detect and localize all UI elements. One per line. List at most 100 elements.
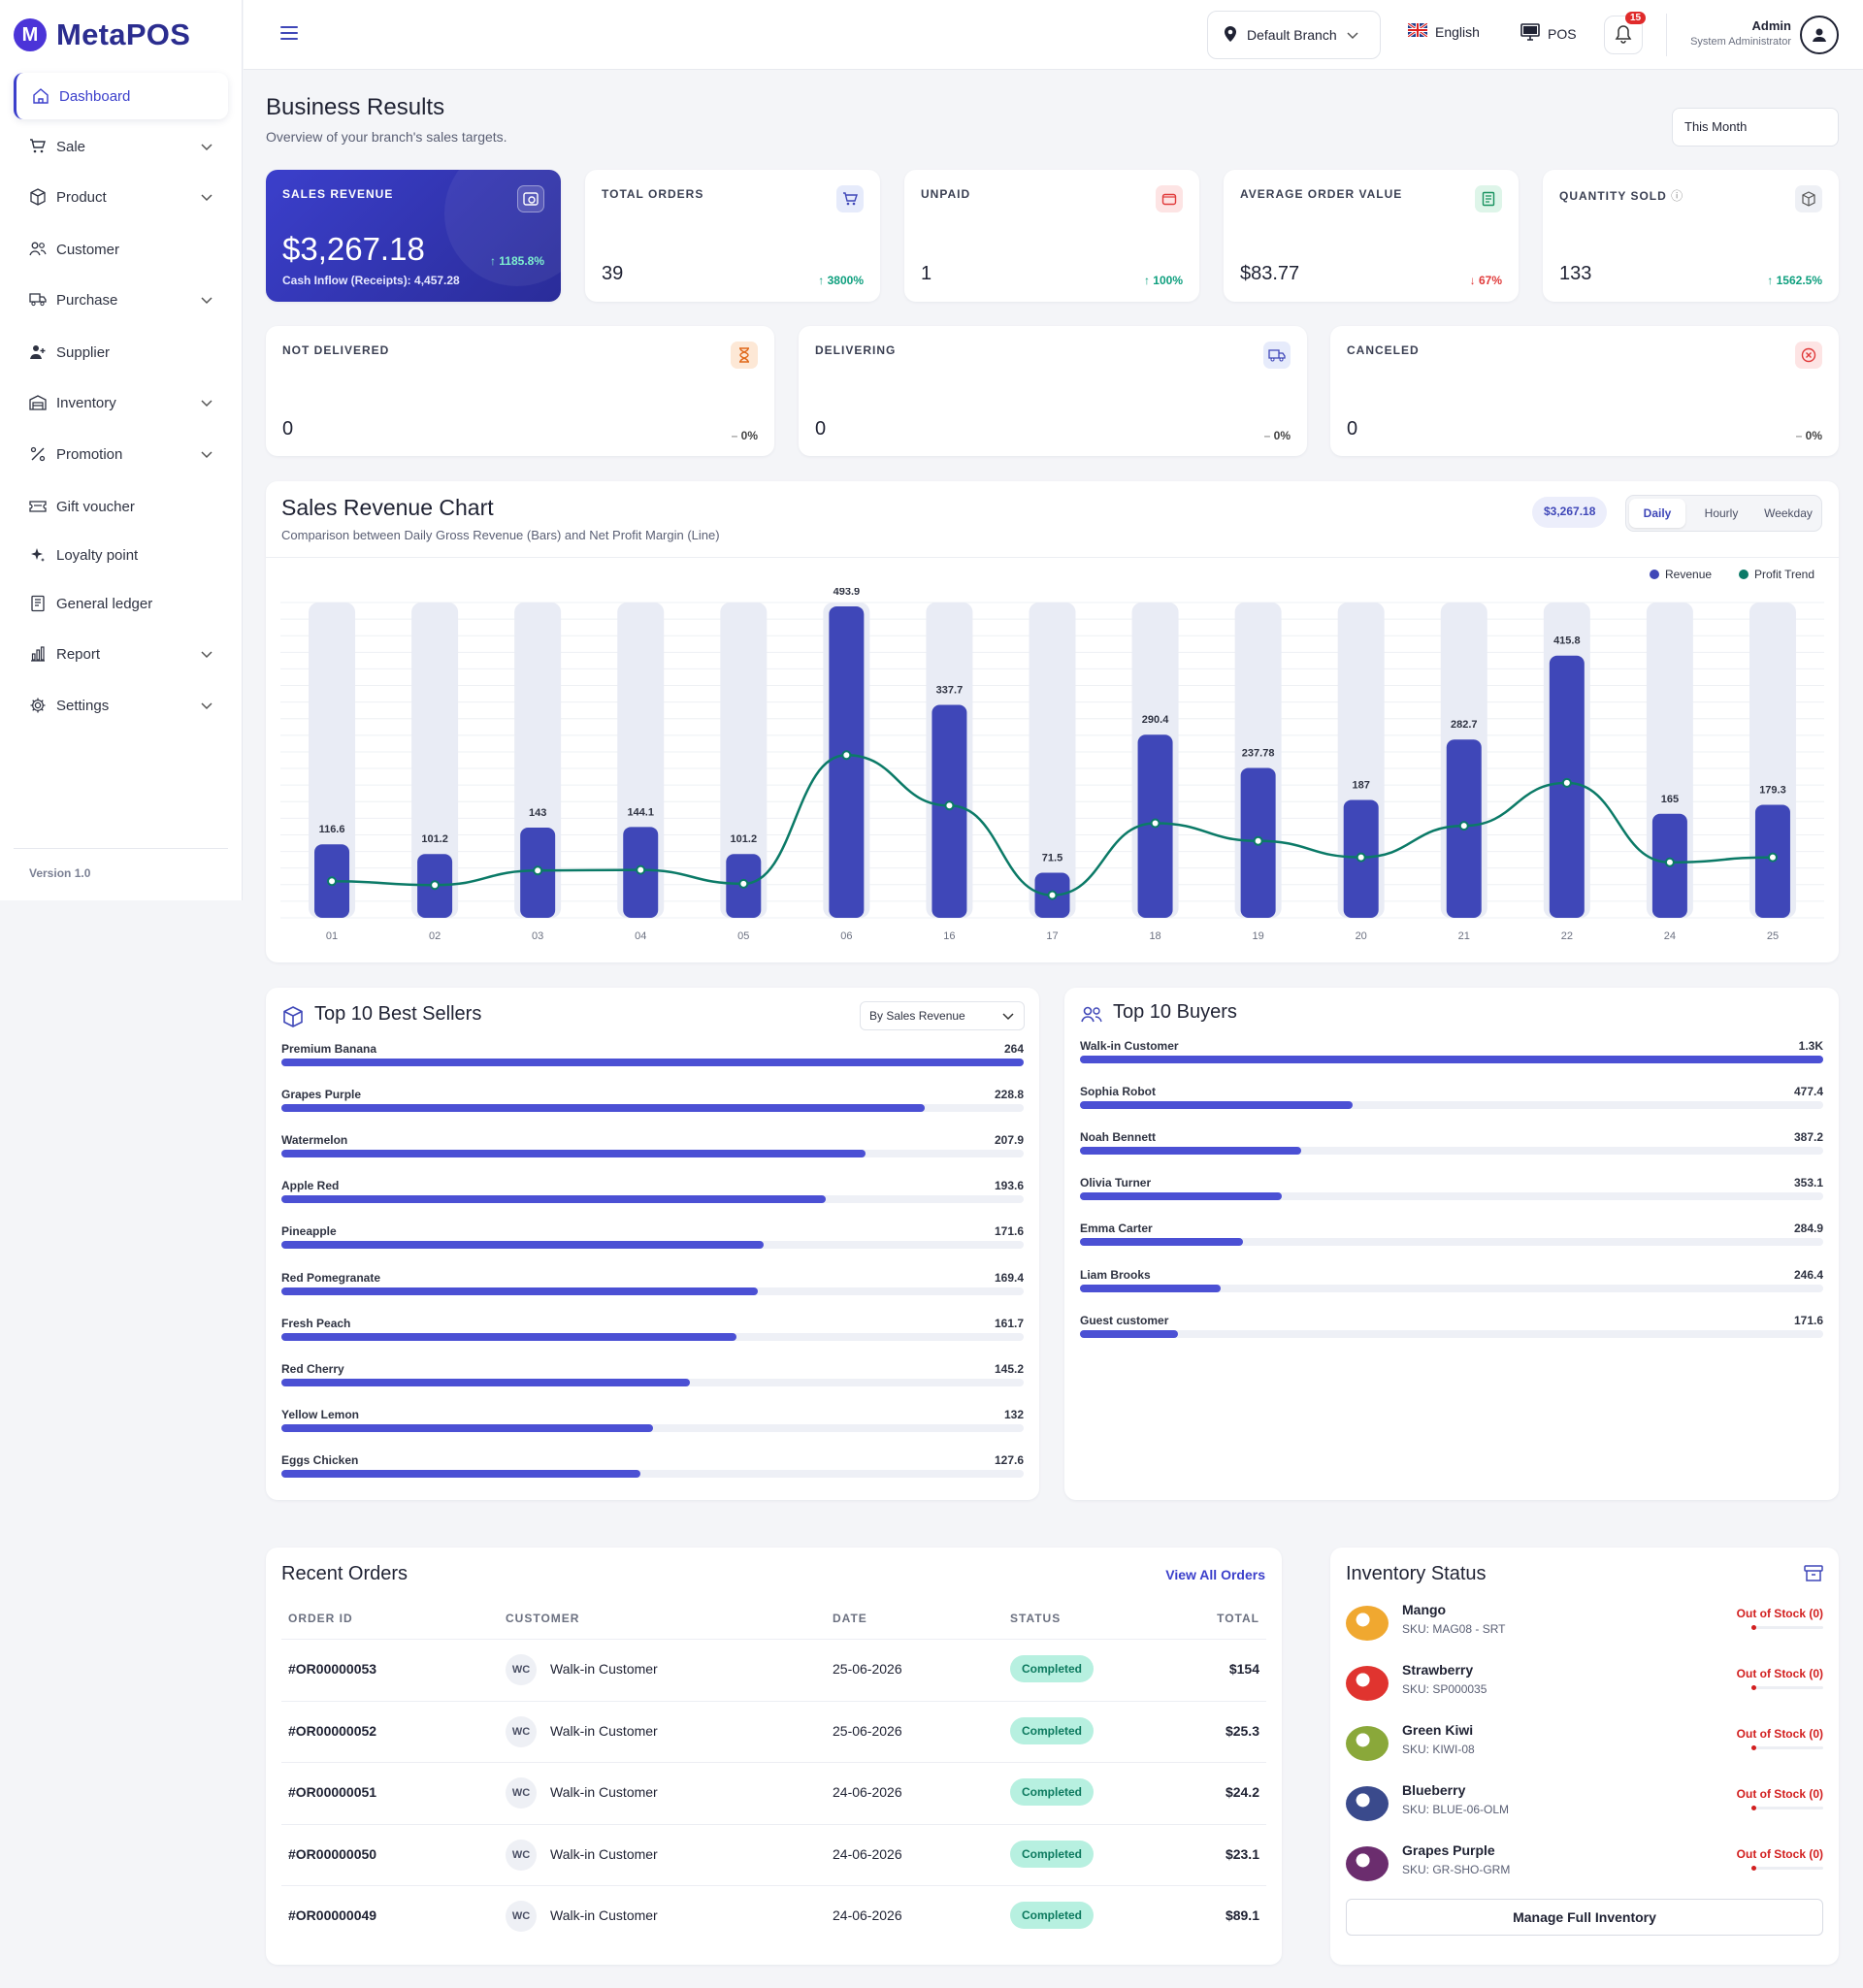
sidebar-item-purchase[interactable]: Purchase [14, 277, 228, 323]
unpaid-card[interactable]: UNPAID 1 ↑ 100% [904, 170, 1199, 302]
x-tick-label: 24 [1664, 930, 1676, 942]
pos-button[interactable]: POS [1520, 23, 1577, 44]
product-sku: SKU: GR-SHO-GRM [1402, 1863, 1511, 1876]
stock-level-fill [1751, 1745, 1756, 1750]
chevron-down-icon [201, 646, 212, 663]
menu-toggle-icon[interactable] [280, 25, 298, 44]
bar-value-label: 415.8 [1553, 636, 1581, 647]
order-id-link[interactable]: #OR00000051 [288, 1784, 377, 1801]
kpi-trend-value: 1562.5% [1776, 274, 1822, 287]
home-icon [32, 87, 49, 105]
inventory-item[interactable]: Mango SKU: MAG08 - SRT Out of Stock (0) [1346, 1602, 1823, 1652]
wallet-icon [1156, 185, 1183, 212]
info-icon[interactable]: ⓘ [1671, 189, 1684, 203]
order-id-link[interactable]: #OR00000053 [288, 1661, 377, 1677]
ranking-value: 284.9 [1793, 1222, 1823, 1236]
sidebar-item-loyalty-point[interactable]: Loyalty point [14, 532, 228, 578]
package-icon [1795, 185, 1822, 212]
inventory-item[interactable]: Blueberry SKU: BLUE-06-OLM Out of Stock (0… [1346, 1782, 1823, 1833]
product-image [1346, 1606, 1389, 1641]
sidebar-item-general-ledger[interactable]: General ledger [14, 580, 228, 627]
tab-hourly[interactable]: Hourly [1704, 506, 1739, 520]
quantity-sold-card[interactable]: QUANTITY SOLD ⓘ 133 ↑ 1562.5% [1543, 170, 1839, 302]
kpi-value: 0 [815, 418, 827, 440]
view-all-orders-link[interactable]: View All Orders [1165, 1567, 1265, 1582]
sidebar-item-supplier[interactable]: Supplier [14, 329, 228, 375]
inventory-item[interactable]: Strawberry SKU: SP000035 Out of Stock (0) [1346, 1662, 1823, 1712]
ranking-value: 145.2 [994, 1361, 1024, 1376]
tab-daily[interactable]: Daily [1629, 499, 1685, 528]
page-subtitle: Overview of your branch's sales targets. [266, 129, 507, 145]
product-image [1346, 1666, 1389, 1701]
tab-weekday[interactable]: Weekday [1764, 506, 1813, 520]
user-avatar-icon[interactable] [1800, 16, 1839, 54]
ranking-name: Premium Banana [281, 1042, 377, 1056]
profit-trend-point [1356, 852, 1366, 863]
row-divider [281, 1885, 1266, 1887]
sidebar-item-promotion[interactable]: Promotion [14, 431, 228, 477]
best-sellers-filter[interactable]: By Sales Revenue [860, 1001, 1025, 1030]
not-delivered-card[interactable]: NOT DELIVERED 0 – 0% [266, 326, 774, 456]
kpi-value: $3,267.18 [282, 231, 425, 267]
order-id-link[interactable]: #OR00000049 [288, 1907, 377, 1924]
bar-value-label: 337.7 [936, 684, 964, 696]
language-selector[interactable]: English [1407, 21, 1480, 40]
stock-level-bar [1751, 1745, 1823, 1750]
ranking-name: Olivia Turner [1080, 1176, 1152, 1190]
ranking-value: 132 [1003, 1407, 1024, 1421]
ranking-row: Fresh Peach 161.7 [281, 1317, 1024, 1355]
inventory-title: Inventory Status [1346, 1563, 1487, 1584]
ranking-name: Apple Red [281, 1179, 340, 1193]
ranking-bar-track [281, 1195, 1024, 1204]
ranking-name: Red Pomegranate [281, 1270, 381, 1285]
gear-icon [29, 697, 47, 714]
sales-revenue-card[interactable]: SALES REVENUE $3,267.18 ↑ 1185.8% Cash I… [266, 170, 561, 302]
ranking-name: Yellow Lemon [281, 1407, 360, 1421]
sidebar-item-customer[interactable]: Customer [14, 226, 228, 273]
sidebar-item-inventory[interactable]: Inventory [14, 379, 228, 426]
order-id-link[interactable]: #OR00000052 [288, 1722, 377, 1739]
sidebar-item-gift-voucher[interactable]: Gift voucher [14, 483, 228, 530]
product-image [1346, 1726, 1389, 1761]
customer-name: Walk-in Customer [550, 1722, 658, 1739]
ranking-bar-track [1080, 1192, 1823, 1201]
ranking-bar-fill [281, 1378, 690, 1386]
ranking-value: 161.7 [994, 1316, 1024, 1330]
bar-value-label: 493.9 [833, 588, 861, 598]
bar-value-label: 237.78 [1242, 747, 1275, 759]
inventory-item[interactable]: Green Kiwi SKU: KIWI-08 Out of Stock (0) [1346, 1722, 1823, 1773]
profit-trend-point [1458, 821, 1469, 831]
average-order-card[interactable]: AVERAGE ORDER VALUE $83.77 ↓ 67% [1224, 170, 1519, 302]
ranking-row: Yellow Lemon 132 [281, 1408, 1024, 1447]
period-selector[interactable]: This Month [1672, 108, 1839, 147]
sidebar-item-dashboard[interactable]: Dashboard [14, 73, 228, 119]
branch-selector[interactable]: Default Branch [1207, 11, 1381, 59]
revenue-bar [932, 704, 967, 918]
user-info[interactable]: Admin System Administrator [1690, 18, 1791, 48]
kpi-trend-value: 3800% [827, 274, 864, 287]
inventory-item[interactable]: Grapes Purple SKU: GR-SHO-GRM Out of Stock… [1346, 1842, 1823, 1893]
x-tick-label: 20 [1356, 930, 1367, 942]
order-id-link[interactable]: #OR00000050 [288, 1845, 377, 1862]
best-sellers-card: Top 10 Best Sellers By Sales Revenue Pre… [266, 988, 1039, 1500]
bar-value-label: 116.6 [319, 824, 345, 835]
sidebar-item-settings[interactable]: Settings [14, 682, 228, 729]
delivering-card[interactable]: DELIVERING 0 – 0% [799, 326, 1307, 456]
chevron-down-icon [1002, 1010, 1014, 1024]
sidebar-item-sale[interactable]: Sale [14, 123, 228, 170]
ledger-icon [29, 595, 47, 612]
archive-icon[interactable] [1804, 1565, 1823, 1585]
sidebar-item-report[interactable]: Report [14, 631, 228, 677]
canceled-card[interactable]: CANCELED 0 – 0% [1330, 326, 1839, 456]
manage-full-inventory-button[interactable]: Manage Full Inventory [1346, 1899, 1823, 1936]
ranking-bar-track [281, 1150, 1024, 1158]
best-sellers-filter-label: By Sales Revenue [869, 1009, 965, 1023]
sidebar-divider [14, 848, 228, 849]
legend-label: Profit Trend [1754, 568, 1815, 581]
bar-value-label: 143 [529, 807, 546, 819]
sidebar-item-product[interactable]: Product [14, 174, 228, 220]
notifications-button[interactable] [1604, 16, 1643, 54]
total-orders-card[interactable]: TOTAL ORDERS 39 ↑ 3800% [585, 170, 880, 302]
x-tick-label: 21 [1458, 930, 1470, 942]
app-logo[interactable]: M MetaPOS [14, 17, 190, 52]
